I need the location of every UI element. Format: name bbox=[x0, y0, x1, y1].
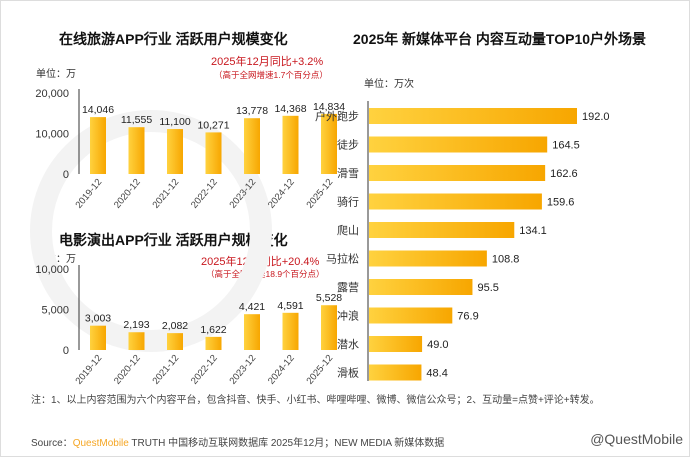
data-label: 134.1 bbox=[519, 225, 547, 237]
data-label: 192.0 bbox=[582, 111, 610, 123]
data-label: 76.9 bbox=[457, 311, 478, 323]
category-label: 户外跑步 bbox=[315, 109, 359, 123]
x-tick-label: 2025-12 bbox=[304, 177, 335, 211]
data-label: 11,555 bbox=[121, 114, 152, 126]
bar bbox=[369, 108, 577, 124]
x-tick-label: 2021-12 bbox=[150, 353, 181, 387]
category-label: 徒步 bbox=[337, 138, 359, 152]
bar bbox=[244, 314, 260, 350]
chart1-title: 在线旅游APP行业 活跃用户规模变化 bbox=[59, 31, 288, 47]
bar bbox=[167, 129, 183, 174]
data-label: 2,193 bbox=[123, 319, 149, 331]
data-label: 4,591 bbox=[277, 300, 303, 312]
bar bbox=[90, 117, 106, 174]
chart1-unit: 单位：万 bbox=[36, 69, 76, 80]
x-tick-label: 2020-12 bbox=[112, 177, 143, 211]
chart3-unit: 单位：万次 bbox=[364, 79, 414, 90]
x-tick-label: 2024-12 bbox=[266, 353, 297, 387]
data-label: 14,834 bbox=[313, 101, 345, 113]
chart1-highlight: 2025年12月同比+3.2% bbox=[211, 56, 324, 68]
bar bbox=[369, 279, 473, 295]
category-label: 爬山 bbox=[337, 224, 359, 237]
data-label: 95.5 bbox=[477, 282, 498, 294]
watermark-logo bbox=[30, 110, 272, 352]
chart2-title: 电影演出APP行业 活跃用户规模变化 bbox=[59, 232, 288, 248]
data-label: 48.4 bbox=[426, 368, 447, 380]
data-label: 2,082 bbox=[162, 320, 188, 332]
bar bbox=[369, 364, 422, 381]
category-label: 冲浪 bbox=[337, 309, 359, 323]
credit: @QuestMobile bbox=[590, 431, 683, 447]
bar bbox=[369, 193, 542, 210]
category-label: 滑板 bbox=[337, 366, 359, 380]
y-tick-label: 0 bbox=[63, 169, 69, 181]
data-label: 13,778 bbox=[236, 105, 268, 117]
data-label: 49.0 bbox=[427, 339, 448, 351]
source-line: Source：QuestMobile TRUTH 中国移动互联网数据库 2025… bbox=[31, 434, 444, 449]
bar bbox=[369, 336, 423, 352]
data-label: 159.6 bbox=[547, 197, 575, 209]
chart1-highlight-sub: （高于全网增速1.7个百分点） bbox=[214, 70, 328, 80]
y-tick-label: 20,000 bbox=[35, 88, 69, 100]
x-tick-label: 2020-12 bbox=[112, 353, 143, 387]
data-label: 164.5 bbox=[552, 140, 580, 152]
y-tick-label: 10,000 bbox=[35, 264, 69, 276]
y-tick-label: 5,000 bbox=[41, 305, 69, 317]
data-label: 4,421 bbox=[239, 301, 265, 313]
chart3-title: 2025年 新媒体平台 内容互动量TOP10户外场景 bbox=[353, 31, 647, 47]
category-label: 潜水 bbox=[337, 337, 359, 351]
data-label: 11,100 bbox=[159, 116, 190, 128]
bar bbox=[128, 127, 145, 174]
bar bbox=[369, 250, 487, 267]
source-brand: QuestMobile bbox=[72, 438, 129, 449]
x-tick-label: 2022-12 bbox=[189, 353, 220, 387]
bar bbox=[369, 307, 453, 324]
bar bbox=[321, 305, 337, 350]
chart2-highlight-sub: （高于全网增速18.9个百分点） bbox=[206, 269, 325, 279]
x-tick-label: 2022-12 bbox=[189, 177, 220, 211]
bar bbox=[369, 222, 515, 238]
y-tick-label: 10,000 bbox=[35, 129, 69, 141]
data-label: 1,622 bbox=[200, 324, 226, 336]
source-rest: TRUTH 中国移动互联网数据库 2025年12月；NEW MEDIA 新媒体数… bbox=[128, 438, 445, 449]
data-label: 3,003 bbox=[85, 313, 111, 325]
data-label: 5,528 bbox=[316, 292, 342, 304]
x-tick-label: 2024-12 bbox=[266, 177, 297, 211]
x-tick-label: 2019-12 bbox=[73, 353, 104, 387]
data-label: 14,368 bbox=[274, 103, 306, 115]
source-prefix: Source： bbox=[31, 438, 73, 449]
category-label: 马拉松 bbox=[326, 252, 359, 266]
category-label: 滑雪 bbox=[337, 167, 359, 180]
footnote: 注：1、以上内容范围为六个内容平台，包含抖音、快手、小红书、哔哩哔哩、微博、微信… bbox=[31, 395, 600, 406]
x-tick-label: 2023-12 bbox=[227, 353, 258, 387]
bar bbox=[321, 113, 337, 174]
bar bbox=[244, 118, 260, 174]
bar bbox=[90, 325, 106, 350]
x-tick-label: 2021-12 bbox=[150, 177, 181, 211]
y-tick-label: 0 bbox=[63, 345, 69, 357]
bar bbox=[128, 332, 145, 350]
bar bbox=[369, 165, 546, 181]
bar bbox=[167, 333, 183, 350]
x-tick-label: 2025-12 bbox=[304, 353, 335, 387]
category-label: 露营 bbox=[337, 280, 359, 294]
bar bbox=[205, 336, 222, 350]
data-label: 10,271 bbox=[197, 119, 229, 131]
data-label: 14,046 bbox=[82, 104, 114, 116]
data-label: 162.6 bbox=[550, 168, 578, 180]
data-label: 108.8 bbox=[492, 254, 520, 266]
bar bbox=[205, 132, 222, 174]
category-label: 骑行 bbox=[337, 196, 359, 209]
bar bbox=[282, 115, 299, 174]
bar bbox=[282, 312, 299, 350]
x-tick-label: 2019-12 bbox=[73, 177, 104, 211]
bar bbox=[369, 136, 548, 153]
